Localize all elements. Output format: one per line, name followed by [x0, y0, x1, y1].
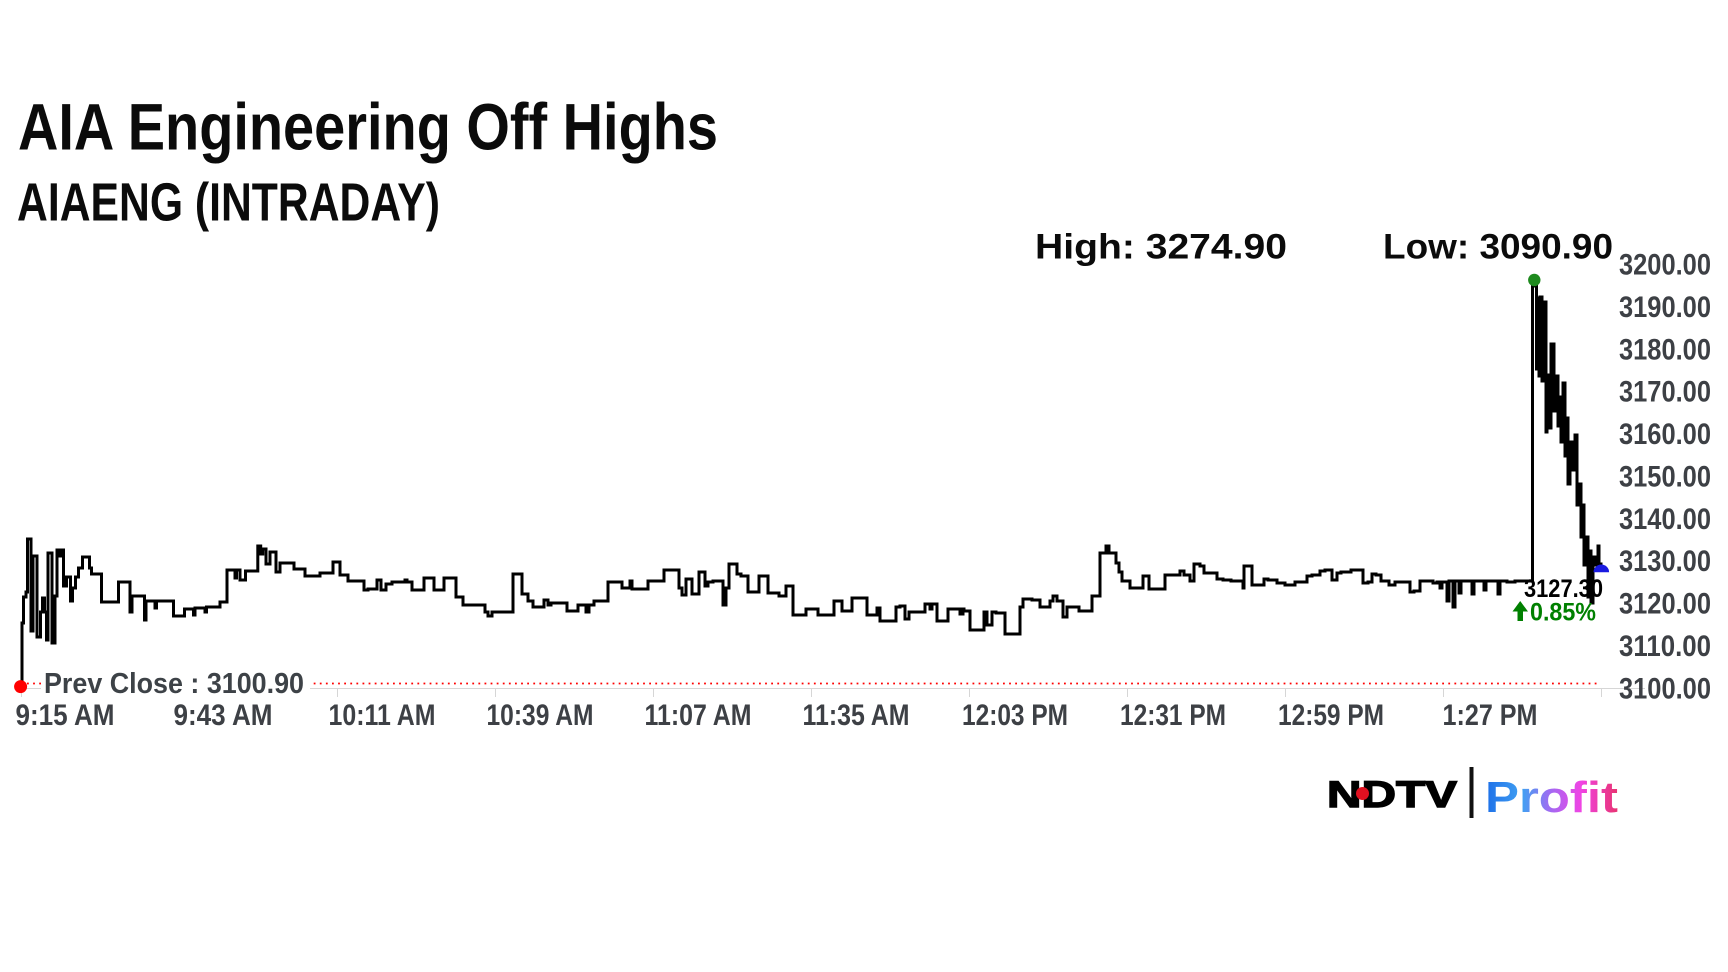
- svg-text:10:39 AM: 10:39 AM: [487, 699, 594, 732]
- svg-text:AIAENG (INTRADAY): AIAENG (INTRADAY): [17, 173, 440, 233]
- svg-text:High: 3274.90: High: 3274.90: [1035, 228, 1287, 267]
- svg-text:10:11 AM: 10:11 AM: [329, 699, 436, 732]
- svg-text:AIA Engineering Off Highs: AIA Engineering Off Highs: [18, 89, 718, 163]
- svg-text:0.85%: 0.85%: [1530, 599, 1596, 627]
- svg-text:12:31 PM: 12:31 PM: [1120, 699, 1226, 732]
- svg-text:9:43 AM: 9:43 AM: [174, 699, 273, 732]
- svg-text:1:27 PM: 1:27 PM: [1443, 699, 1538, 732]
- svg-text:11:35 AM: 11:35 AM: [803, 699, 910, 732]
- svg-text:3127.30: 3127.30: [1524, 575, 1603, 603]
- svg-text:3200.00: 3200.00: [1619, 249, 1711, 282]
- svg-text:3130.00: 3130.00: [1619, 545, 1711, 578]
- svg-text:3160.00: 3160.00: [1619, 418, 1711, 451]
- svg-text:11:07 AM: 11:07 AM: [645, 699, 752, 732]
- svg-text:3170.00: 3170.00: [1619, 376, 1711, 409]
- svg-text:3180.00: 3180.00: [1619, 333, 1711, 366]
- svg-text:3190.00: 3190.00: [1619, 291, 1711, 324]
- svg-text:Low: 3090.90: Low: 3090.90: [1383, 228, 1613, 267]
- svg-text:NDTV: NDTV: [1327, 774, 1457, 815]
- svg-text:Prev Close : 3100.90: Prev Close : 3100.90: [44, 668, 304, 700]
- svg-text:12:59 PM: 12:59 PM: [1278, 699, 1384, 732]
- svg-text:9:15 AM: 9:15 AM: [16, 699, 115, 732]
- svg-text:3110.00: 3110.00: [1619, 630, 1711, 663]
- svg-text:12:03 PM: 12:03 PM: [962, 699, 1068, 732]
- svg-text:3100.00: 3100.00: [1619, 672, 1711, 705]
- svg-text:Profit: Profit: [1485, 773, 1618, 822]
- svg-text:3120.00: 3120.00: [1619, 588, 1711, 621]
- svg-text:3140.00: 3140.00: [1619, 503, 1711, 536]
- svg-text:3150.00: 3150.00: [1619, 460, 1711, 493]
